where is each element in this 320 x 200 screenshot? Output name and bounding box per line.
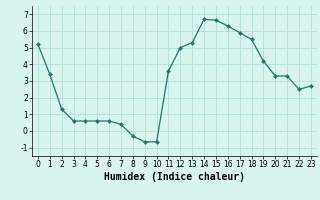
X-axis label: Humidex (Indice chaleur): Humidex (Indice chaleur) (104, 172, 245, 182)
